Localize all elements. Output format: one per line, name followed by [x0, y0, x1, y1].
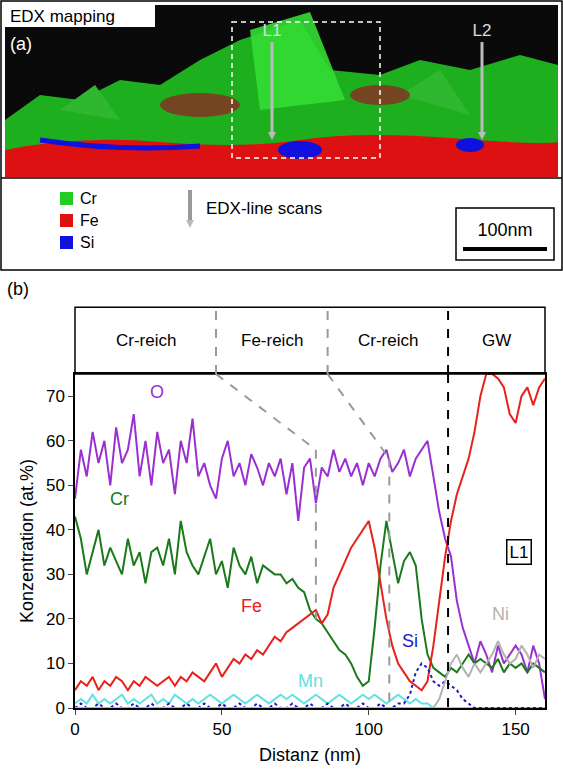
svg-text:150: 150 — [501, 720, 529, 739]
svg-text:50: 50 — [212, 720, 231, 739]
svg-text:10: 10 — [46, 654, 65, 673]
svg-text:Cr-reich: Cr-reich — [116, 331, 176, 350]
svg-text:Fe: Fe — [80, 212, 99, 229]
svg-text:Cr-reich: Cr-reich — [358, 331, 418, 350]
svg-text:0: 0 — [55, 699, 64, 718]
svg-text:L1: L1 — [263, 21, 282, 40]
svg-text:50: 50 — [46, 476, 65, 495]
svg-text:Konzentration (at.%): Konzentration (at.%) — [17, 459, 37, 623]
svg-text:Si: Si — [80, 234, 94, 251]
svg-text:Si: Si — [402, 631, 418, 651]
svg-text:L1: L1 — [510, 543, 529, 562]
svg-text:Ni: Ni — [492, 604, 509, 624]
svg-text:Cr: Cr — [80, 190, 98, 207]
svg-text:Mn: Mn — [298, 671, 323, 691]
svg-text:(b): (b) — [7, 279, 29, 299]
svg-text:EDX-line scans: EDX-line scans — [206, 199, 322, 218]
svg-text:Fe-reich: Fe-reich — [241, 331, 303, 350]
svg-text:30: 30 — [46, 565, 65, 584]
svg-text:100nm: 100nm — [477, 220, 532, 240]
svg-text:60: 60 — [46, 432, 65, 451]
svg-text:Distanz (nm): Distanz (nm) — [259, 745, 361, 765]
svg-text:O: O — [150, 382, 164, 402]
svg-text:Fe: Fe — [241, 596, 262, 616]
svg-text:GW: GW — [482, 331, 511, 350]
svg-text:(a): (a) — [10, 34, 32, 54]
svg-text:40: 40 — [46, 521, 65, 540]
svg-text:20: 20 — [46, 610, 65, 629]
svg-text:EDX mapping: EDX mapping — [10, 7, 115, 26]
svg-text:L2: L2 — [473, 21, 492, 40]
svg-text:100: 100 — [355, 720, 383, 739]
svg-text:Cr: Cr — [110, 489, 129, 509]
svg-text:0: 0 — [70, 720, 79, 739]
svg-text:70: 70 — [46, 387, 65, 406]
